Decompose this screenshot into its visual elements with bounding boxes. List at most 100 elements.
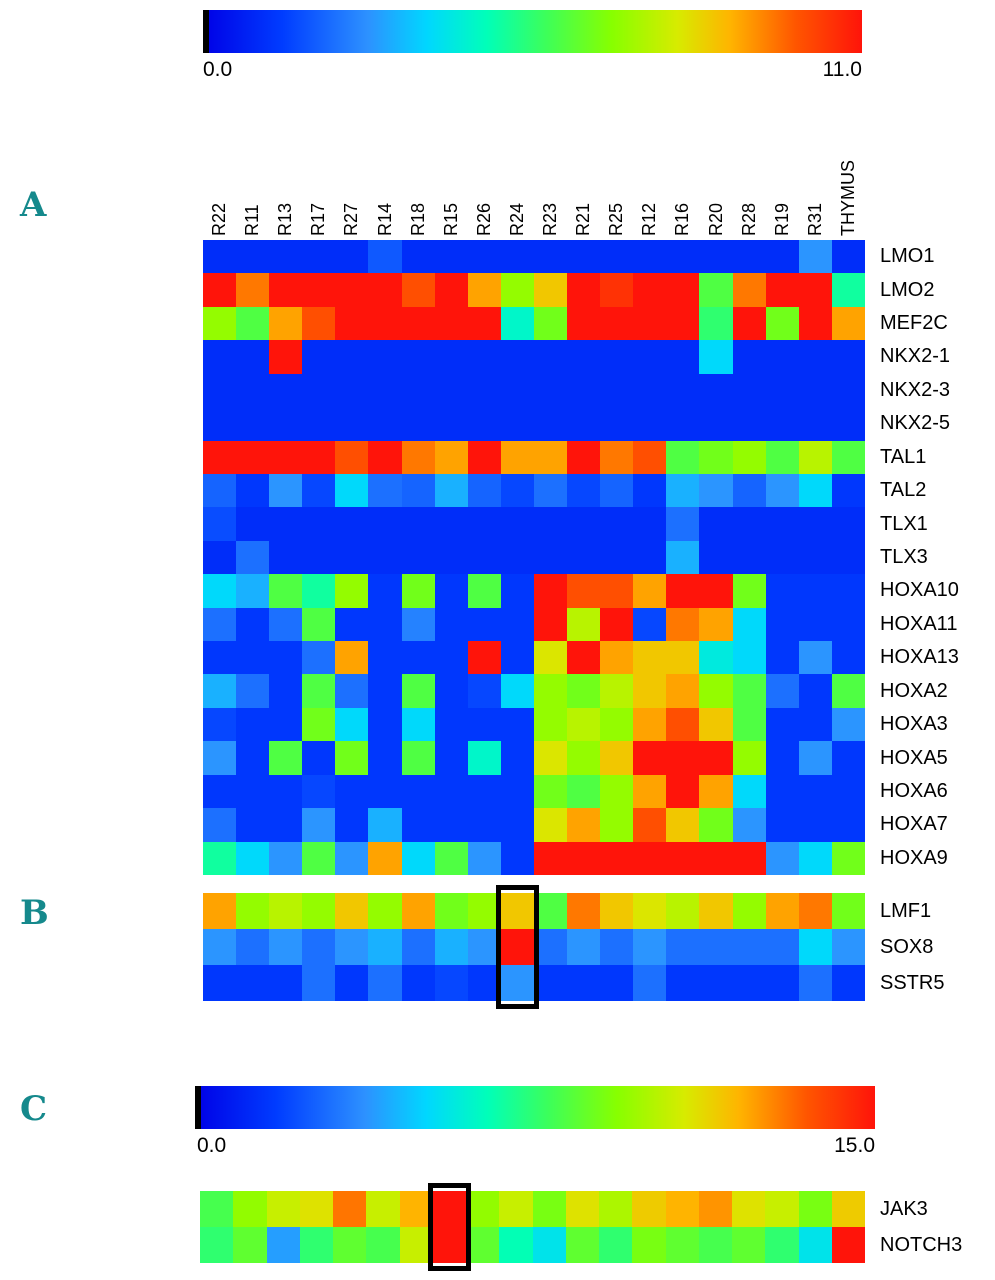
heatmap-cell <box>236 273 270 307</box>
gene-label: HOXA10 <box>880 579 959 602</box>
heatmap-cell <box>335 774 369 809</box>
heatmap-cell <box>203 674 237 708</box>
gene-label: HOXA11 <box>880 612 958 635</box>
heatmap-cell <box>765 440 799 474</box>
heatmap-cell <box>467 741 501 775</box>
heatmap-cell <box>434 893 468 929</box>
heatmap-cell <box>532 1227 566 1263</box>
heatmap-cell <box>831 1191 865 1227</box>
heatmap-cell <box>732 507 766 541</box>
heatmap-cell <box>600 674 634 708</box>
heatmap-cell <box>765 1191 799 1227</box>
sample-label: R23 <box>540 202 560 236</box>
heatmap-cell <box>831 741 865 775</box>
heatmap-cell <box>533 540 568 575</box>
heatmap-cell <box>269 674 303 708</box>
heatmap-cell <box>831 240 865 274</box>
heatmap-cell <box>500 373 534 408</box>
heatmap-cell <box>567 929 601 965</box>
heatmap-cell <box>699 273 733 307</box>
heatmap-cell <box>467 340 501 374</box>
heatmap-cell <box>434 306 468 341</box>
gene-label: SOX8 <box>880 935 934 958</box>
heatmap-cell <box>633 340 667 374</box>
heatmap-cell <box>302 407 336 441</box>
heatmap-cell <box>567 965 601 1001</box>
heatmap-cell <box>732 1227 766 1263</box>
heatmap-cell <box>600 707 634 742</box>
heatmap-cell <box>302 641 336 675</box>
heatmap-cell <box>434 607 468 642</box>
gene-label: NKX2-3 <box>880 378 951 401</box>
heatmap-cell <box>567 674 601 708</box>
heatmap-cell <box>269 929 303 965</box>
heatmap-cell <box>666 607 700 642</box>
heatmap-cell <box>467 774 501 809</box>
heatmap-cell <box>632 1191 666 1227</box>
heatmap-cell <box>368 841 402 875</box>
heatmap-cell <box>335 540 369 575</box>
heatmap-cell <box>600 929 634 965</box>
heatmap-cell <box>567 641 601 675</box>
colorbar-a-min-label: 0.0 <box>203 58 233 81</box>
heatmap-cell <box>633 440 667 474</box>
heatmap-cell <box>533 440 568 474</box>
heatmap-cell <box>765 1227 799 1263</box>
heatmap-cell <box>266 1191 300 1227</box>
heatmap-cell <box>467 641 501 675</box>
sample-label: R17 <box>308 202 329 236</box>
gene-label: LMF1 <box>880 899 932 922</box>
heatmap-cell <box>600 507 634 541</box>
heatmap-cell <box>666 240 700 274</box>
heatmap-cell <box>500 841 534 875</box>
heatmap-cell <box>368 273 402 307</box>
heatmap-cell <box>765 607 799 642</box>
heatmap-cell <box>500 440 534 474</box>
heatmap-cell <box>732 273 766 307</box>
heatmap-cell <box>567 407 601 441</box>
heatmap-cell <box>203 407 237 441</box>
heatmap-cell <box>798 540 832 575</box>
heatmap-cell <box>765 741 799 775</box>
heatmap-cell <box>533 240 568 274</box>
heatmap-cell <box>665 1191 699 1227</box>
heatmap-cell <box>666 407 700 441</box>
heatmap-cell <box>467 540 501 575</box>
heatmap-cell <box>765 674 799 708</box>
heatmap-cell <box>798 407 832 441</box>
heatmap-cell <box>798 674 832 708</box>
heatmap-cell <box>567 841 601 875</box>
heatmap-cell <box>798 707 832 742</box>
heatmap-cell <box>467 407 501 441</box>
heatmap-cell <box>500 741 534 775</box>
heatmap-cell <box>567 240 601 274</box>
heatmap-cell <box>732 540 766 575</box>
heatmap-cell <box>765 774 799 809</box>
heatmap-cell <box>732 929 766 965</box>
sample-label: R28 <box>738 202 759 236</box>
heatmap-cell <box>401 841 435 875</box>
heatmap-cell <box>203 373 237 408</box>
heatmap-cell <box>798 808 832 842</box>
heatmap-cell <box>567 273 601 307</box>
heatmap-cell <box>203 574 237 608</box>
heatmap-cell <box>732 473 766 508</box>
heatmap-cell <box>467 473 501 508</box>
heatmap-cell <box>432 1227 466 1263</box>
heatmap-cell <box>600 240 634 274</box>
heatmap-cell <box>798 607 832 642</box>
heatmap-cell <box>302 607 336 642</box>
heatmap-cell <box>732 741 766 775</box>
gene-label: HOXA3 <box>880 713 948 736</box>
heatmap-cell <box>500 407 534 441</box>
heatmap-cell <box>434 774 468 809</box>
heatmap-cell <box>533 808 568 842</box>
heatmap-cell <box>633 841 667 875</box>
heatmap-cell <box>633 707 667 742</box>
heatmap-cell <box>434 273 468 307</box>
heatmap-cell <box>500 340 534 374</box>
heatmap-cell <box>269 306 303 341</box>
heatmap-cell <box>666 373 700 408</box>
heatmap-cell <box>600 306 634 341</box>
sample-label: R13 <box>275 202 296 236</box>
